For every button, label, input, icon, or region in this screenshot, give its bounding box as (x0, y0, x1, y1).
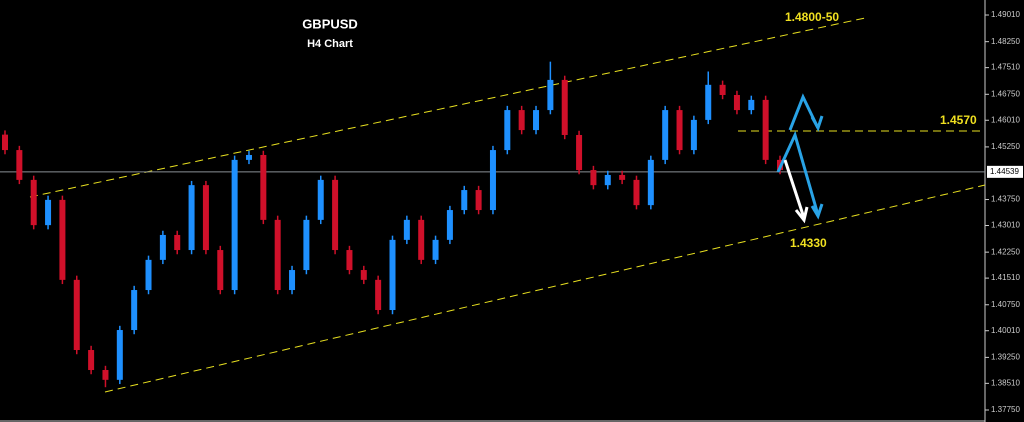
candle-body (748, 99, 755, 111)
candle-body (289, 270, 296, 291)
y-tick-label: 1.41510 (991, 273, 1020, 282)
candle-body (88, 350, 95, 371)
annotation: 1.4570 (940, 113, 977, 127)
candle-body (576, 134, 583, 171)
current-price-label: 1.44539 (990, 167, 1019, 176)
y-tick-label: 1.37750 (991, 405, 1020, 414)
arrow-head (794, 206, 809, 224)
y-tick-label: 1.46750 (991, 89, 1020, 98)
channel-lower (104, 184, 986, 393)
candle-body (705, 84, 712, 120)
y-tick-label: 1.48250 (991, 37, 1020, 46)
candle-body (346, 250, 353, 271)
current-price-box (987, 165, 1023, 178)
candle-body (676, 110, 683, 151)
candle-body (446, 210, 453, 240)
plot-area: 1.49010 1.48250 1.47510 1.46750 1.46010 1.452… (0, 10, 1023, 414)
annotation: 1.4800-50 (785, 10, 839, 24)
candle-body (662, 110, 669, 160)
candle-body (317, 179, 324, 220)
candle-body (418, 219, 425, 260)
candle-body (461, 190, 468, 211)
candle-body (16, 150, 23, 180)
candle-body (59, 199, 66, 280)
candle-body (102, 370, 109, 380)
candle-body (389, 239, 396, 311)
arrow-head (810, 203, 824, 220)
candle-body (174, 234, 181, 251)
candle-body (231, 159, 238, 291)
candle-body (260, 154, 267, 220)
candle-body (489, 150, 496, 211)
y-tick-label: 1.49010 (991, 10, 1020, 19)
candle-body (475, 190, 482, 211)
candle-body (303, 219, 310, 271)
y-tick-label: 1.38510 (991, 378, 1020, 387)
candle-body (547, 79, 554, 111)
candle-body (762, 99, 769, 160)
candle-body (332, 179, 339, 251)
candle-body (604, 174, 611, 186)
candle-body (274, 219, 281, 291)
candle-body (590, 170, 597, 186)
y-tick-label: 1.45250 (991, 142, 1020, 151)
candle-body (432, 239, 439, 260)
candle-body (131, 290, 138, 331)
candle-body (360, 270, 367, 280)
candle-body (561, 79, 568, 135)
candle-body (217, 250, 224, 291)
chart-subtitle: H4 Chart (307, 38, 353, 50)
y-tick-label: 1.40010 (991, 326, 1020, 335)
arrow-head (810, 115, 824, 132)
candle-body (690, 119, 697, 151)
candle-body (619, 174, 626, 180)
y-tick-label: 1.43750 (991, 195, 1020, 204)
annotation: 1.4330 (790, 236, 827, 250)
y-tick-label: 1.40750 (991, 300, 1020, 309)
candle-body (73, 279, 80, 351)
candle-body (116, 330, 123, 380)
candle-body (375, 279, 382, 311)
candle-body (202, 185, 209, 251)
candle-body (733, 94, 740, 111)
arrow-down (776, 130, 820, 216)
candle-body (159, 234, 166, 260)
candle-body (145, 259, 152, 291)
candle-body (633, 179, 640, 206)
candle-body (504, 110, 511, 151)
arrow-white (783, 159, 806, 219)
candle-body (403, 219, 410, 240)
y-tick-label: 1.47510 (991, 63, 1020, 72)
candle-body (533, 110, 540, 131)
candle-body (518, 110, 525, 131)
y-tick-label: 1.39250 (991, 352, 1020, 361)
y-tick-label: 1.43010 (991, 221, 1020, 230)
candle-body (30, 179, 37, 226)
y-tick-label: 1.42250 (991, 247, 1020, 256)
chart-title: GBPUSD (302, 16, 358, 31)
candle-body (719, 84, 726, 95)
scenario-arrows (776, 93, 824, 224)
candle-body (245, 154, 252, 160)
candle-body (647, 159, 654, 206)
candle-body (2, 134, 8, 151)
candle-body (188, 185, 195, 251)
y-tick-label: 1.46010 (991, 115, 1020, 124)
candle-body (45, 199, 52, 226)
